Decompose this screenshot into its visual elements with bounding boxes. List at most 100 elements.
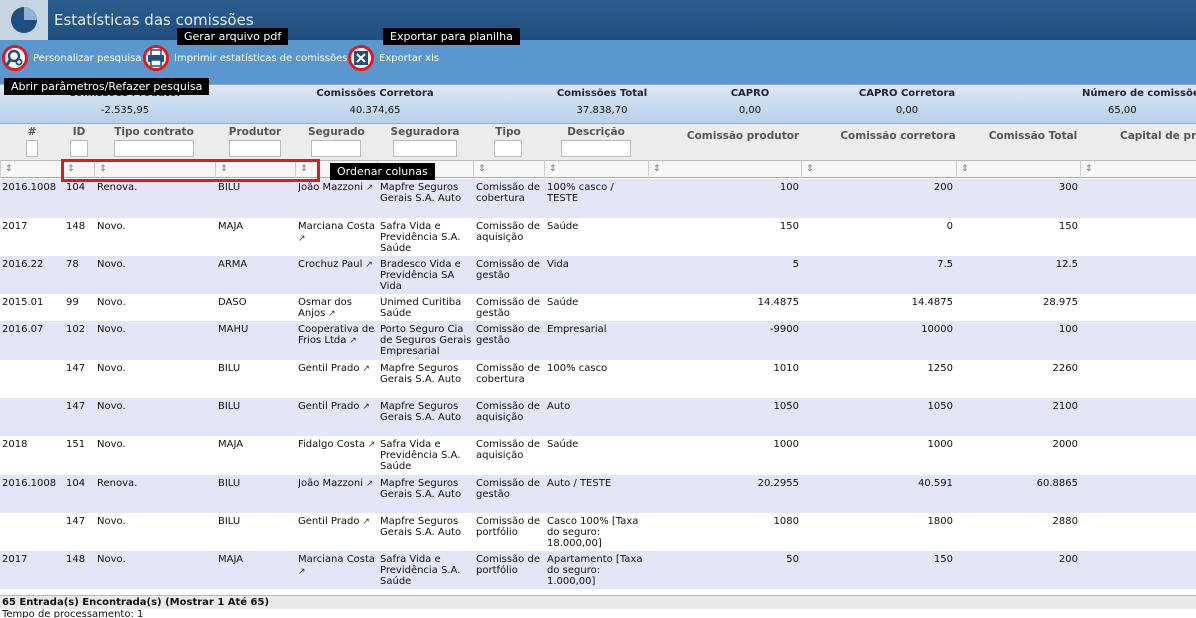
cell-num: 2016.07 [2, 324, 60, 359]
table-row[interactable]: 2016.1008 104 Renova. BILU João Mazzoni ↗ Map… [0, 475, 1196, 513]
filter-num-input[interactable] [26, 140, 38, 157]
table-row[interactable]: 2016.22 78 Novo. ARMA Crochuz Paul ↗ Bradesco… [0, 256, 1196, 294]
cell-producer: BILU [218, 401, 294, 435]
external-link-icon[interactable]: ↗ [362, 183, 374, 193]
cell-p: 1080 [650, 516, 799, 550]
search-button-label[interactable]: Personalizar pesquisa [33, 52, 142, 64]
table-row[interactable]: 2018 151 Novo. MAJA Fidalgo Costa ↗ Safra Vid… [0, 436, 1196, 475]
export-button-label[interactable]: Exportar xls [379, 52, 440, 64]
search-icon[interactable] [2, 45, 28, 71]
cell-p: 1000 [650, 439, 799, 474]
cell-id: 147 [66, 401, 94, 435]
table-row[interactable]: 2017 148 Novo. MAJA Marciana Costa ↗ Safra Vi… [0, 551, 1196, 589]
cell-text: Comissão de aquisição [476, 401, 540, 423]
filter-type-input[interactable] [494, 140, 522, 157]
column-label: Descrição [567, 126, 625, 138]
cell-text: Novo. [97, 221, 126, 232]
filter-contract-input[interactable] [114, 140, 194, 157]
cell-text: Comissão de cobertura [476, 182, 540, 204]
external-link-icon[interactable]: ↗ [325, 309, 336, 319]
table-row[interactable]: 2016.07 102 Novo. MAHU Cooperativa de Frios … [0, 321, 1196, 360]
sort-contract-handle[interactable]: ⇕ [94, 161, 215, 178]
column-header-id: ID [68, 126, 90, 157]
cell-text: Mapfre Seguros Gerais S.A. Auto [380, 401, 462, 423]
cell-text: 147 [66, 516, 86, 527]
external-link-icon[interactable]: ↗ [359, 517, 370, 527]
sort-comm-total-handle[interactable]: ⇕ [956, 161, 1080, 178]
cell-text: 148 [66, 554, 86, 565]
cell-contract: Novo. [97, 439, 213, 474]
filter-insured-input[interactable] [311, 140, 361, 157]
table-row[interactable]: 147 Novo. BILU Gentil Prado ↗ Mapfre Seguros… [0, 513, 1196, 551]
cell-text: Comissão de portfólio [476, 516, 540, 538]
spreadsheet-icon[interactable] [348, 45, 374, 71]
column-header-type: Tipo [492, 126, 524, 157]
table-row[interactable]: 147 Novo. BILU Gentil Prado ↗ Mapfre Seguros… [0, 398, 1196, 436]
sort-comm-producer-handle[interactable]: ⇕ [648, 161, 801, 178]
print-button[interactable]: Imprimir estatísticas de comissões [143, 45, 348, 71]
cell-text: 147 [66, 401, 86, 412]
summary-label: Comissões Corretora [316, 88, 434, 99]
external-link-icon[interactable]: ↗ [298, 234, 306, 244]
filter-id-input[interactable] [70, 140, 88, 157]
processing-time: Tempo de processamento: 1 [2, 609, 144, 618]
printer-icon[interactable] [143, 45, 169, 71]
sort-insured-handle[interactable]: ⇕ [295, 161, 377, 178]
external-link-icon[interactable]: ↗ [362, 260, 373, 270]
cell-id: 104 [66, 182, 94, 217]
cell-text: MAJA [218, 221, 244, 232]
table-row[interactable]: 2017 148 Novo. MAJA Marciana Costa ↗ Safra Vi… [0, 218, 1196, 256]
sort-type-handle[interactable]: ⇕ [473, 161, 544, 178]
cell-text: Crochuz Paul [298, 259, 363, 270]
cell-contract: Novo. [97, 363, 213, 397]
cell-description: 100% casco [547, 363, 647, 397]
cell-p: 1050 [650, 401, 799, 435]
external-link-icon[interactable]: ↗ [365, 440, 376, 450]
sort-description-handle[interactable]: ⇕ [544, 161, 648, 178]
search-button[interactable]: Personalizar pesquisa [2, 45, 141, 71]
cell-p: 5 [650, 259, 799, 293]
cell-text: Vida [547, 259, 569, 270]
external-link-icon[interactable]: ↗ [359, 364, 370, 374]
sort-comm-broker-handle[interactable]: ⇕ [801, 161, 956, 178]
cell-contract: Novo. [97, 221, 213, 255]
cell-text: 104 [66, 478, 86, 489]
cell-text: Novo. [97, 259, 126, 270]
table-row[interactable]: 2016.1008 104 Renova. BILU João Mazzoni ↗ Map… [0, 179, 1196, 218]
cell-t: 2100 [958, 401, 1078, 435]
filter-description-input[interactable] [561, 140, 631, 157]
cell-contract: Novo. [97, 324, 213, 359]
cell-text: Mapfre Seguros Gerais S.A. Auto [380, 182, 462, 204]
summary-value: 0,00 [895, 105, 919, 116]
toolbar: Personalizar pesquisa Imprimir estatísti… [0, 40, 1196, 84]
sort-producer-handle[interactable]: ⇕ [215, 161, 295, 178]
cell-text: Marciana Costa [298, 221, 376, 232]
cell-type: Comissão de gestão [476, 324, 542, 359]
sort-num-handle[interactable]: ⇕ [0, 161, 62, 178]
cell-text: Empresarial [547, 324, 607, 335]
sort-capital-handle[interactable]: ⇕ [1080, 161, 1196, 178]
summary-label: CAPRO Corretora [858, 88, 956, 99]
external-link-icon[interactable]: ↗ [362, 479, 374, 489]
print-button-label[interactable]: Imprimir estatísticas de comissões [174, 52, 348, 64]
cell-insured: Fidalgo Costa ↗ [298, 439, 376, 474]
filter-insurer-input[interactable] [393, 140, 457, 157]
column-header-num: # [24, 126, 40, 157]
export-xls-button[interactable]: Exportar xls [348, 45, 439, 71]
external-link-icon[interactable]: ↗ [359, 402, 370, 412]
cell-text: 2017 [2, 554, 28, 565]
cell-text: 147 [66, 363, 86, 374]
external-link-icon[interactable]: ↗ [346, 336, 357, 346]
external-link-icon[interactable]: ↗ [298, 567, 306, 577]
cell-text: 1010 [773, 363, 799, 374]
table-row[interactable]: 2015.01 99 Novo. DASO Osmar dos Anjos ↗ Unime… [0, 294, 1196, 321]
cell-text: 60.8865 [1036, 478, 1078, 489]
cell-t: 12.5 [958, 259, 1078, 293]
cell-text: João Mazzoni [298, 478, 363, 489]
cell-num: 2016.22 [2, 259, 60, 293]
filter-producer-input[interactable] [229, 140, 281, 157]
cell-description: 100% casco / TESTE [547, 182, 647, 217]
cell-insured: João Mazzoni ↗ [298, 478, 376, 512]
table-row[interactable]: 147 Novo. BILU Gentil Prado ↗ Mapfre Seguros… [0, 360, 1196, 398]
column-label: Segurado [308, 126, 365, 138]
